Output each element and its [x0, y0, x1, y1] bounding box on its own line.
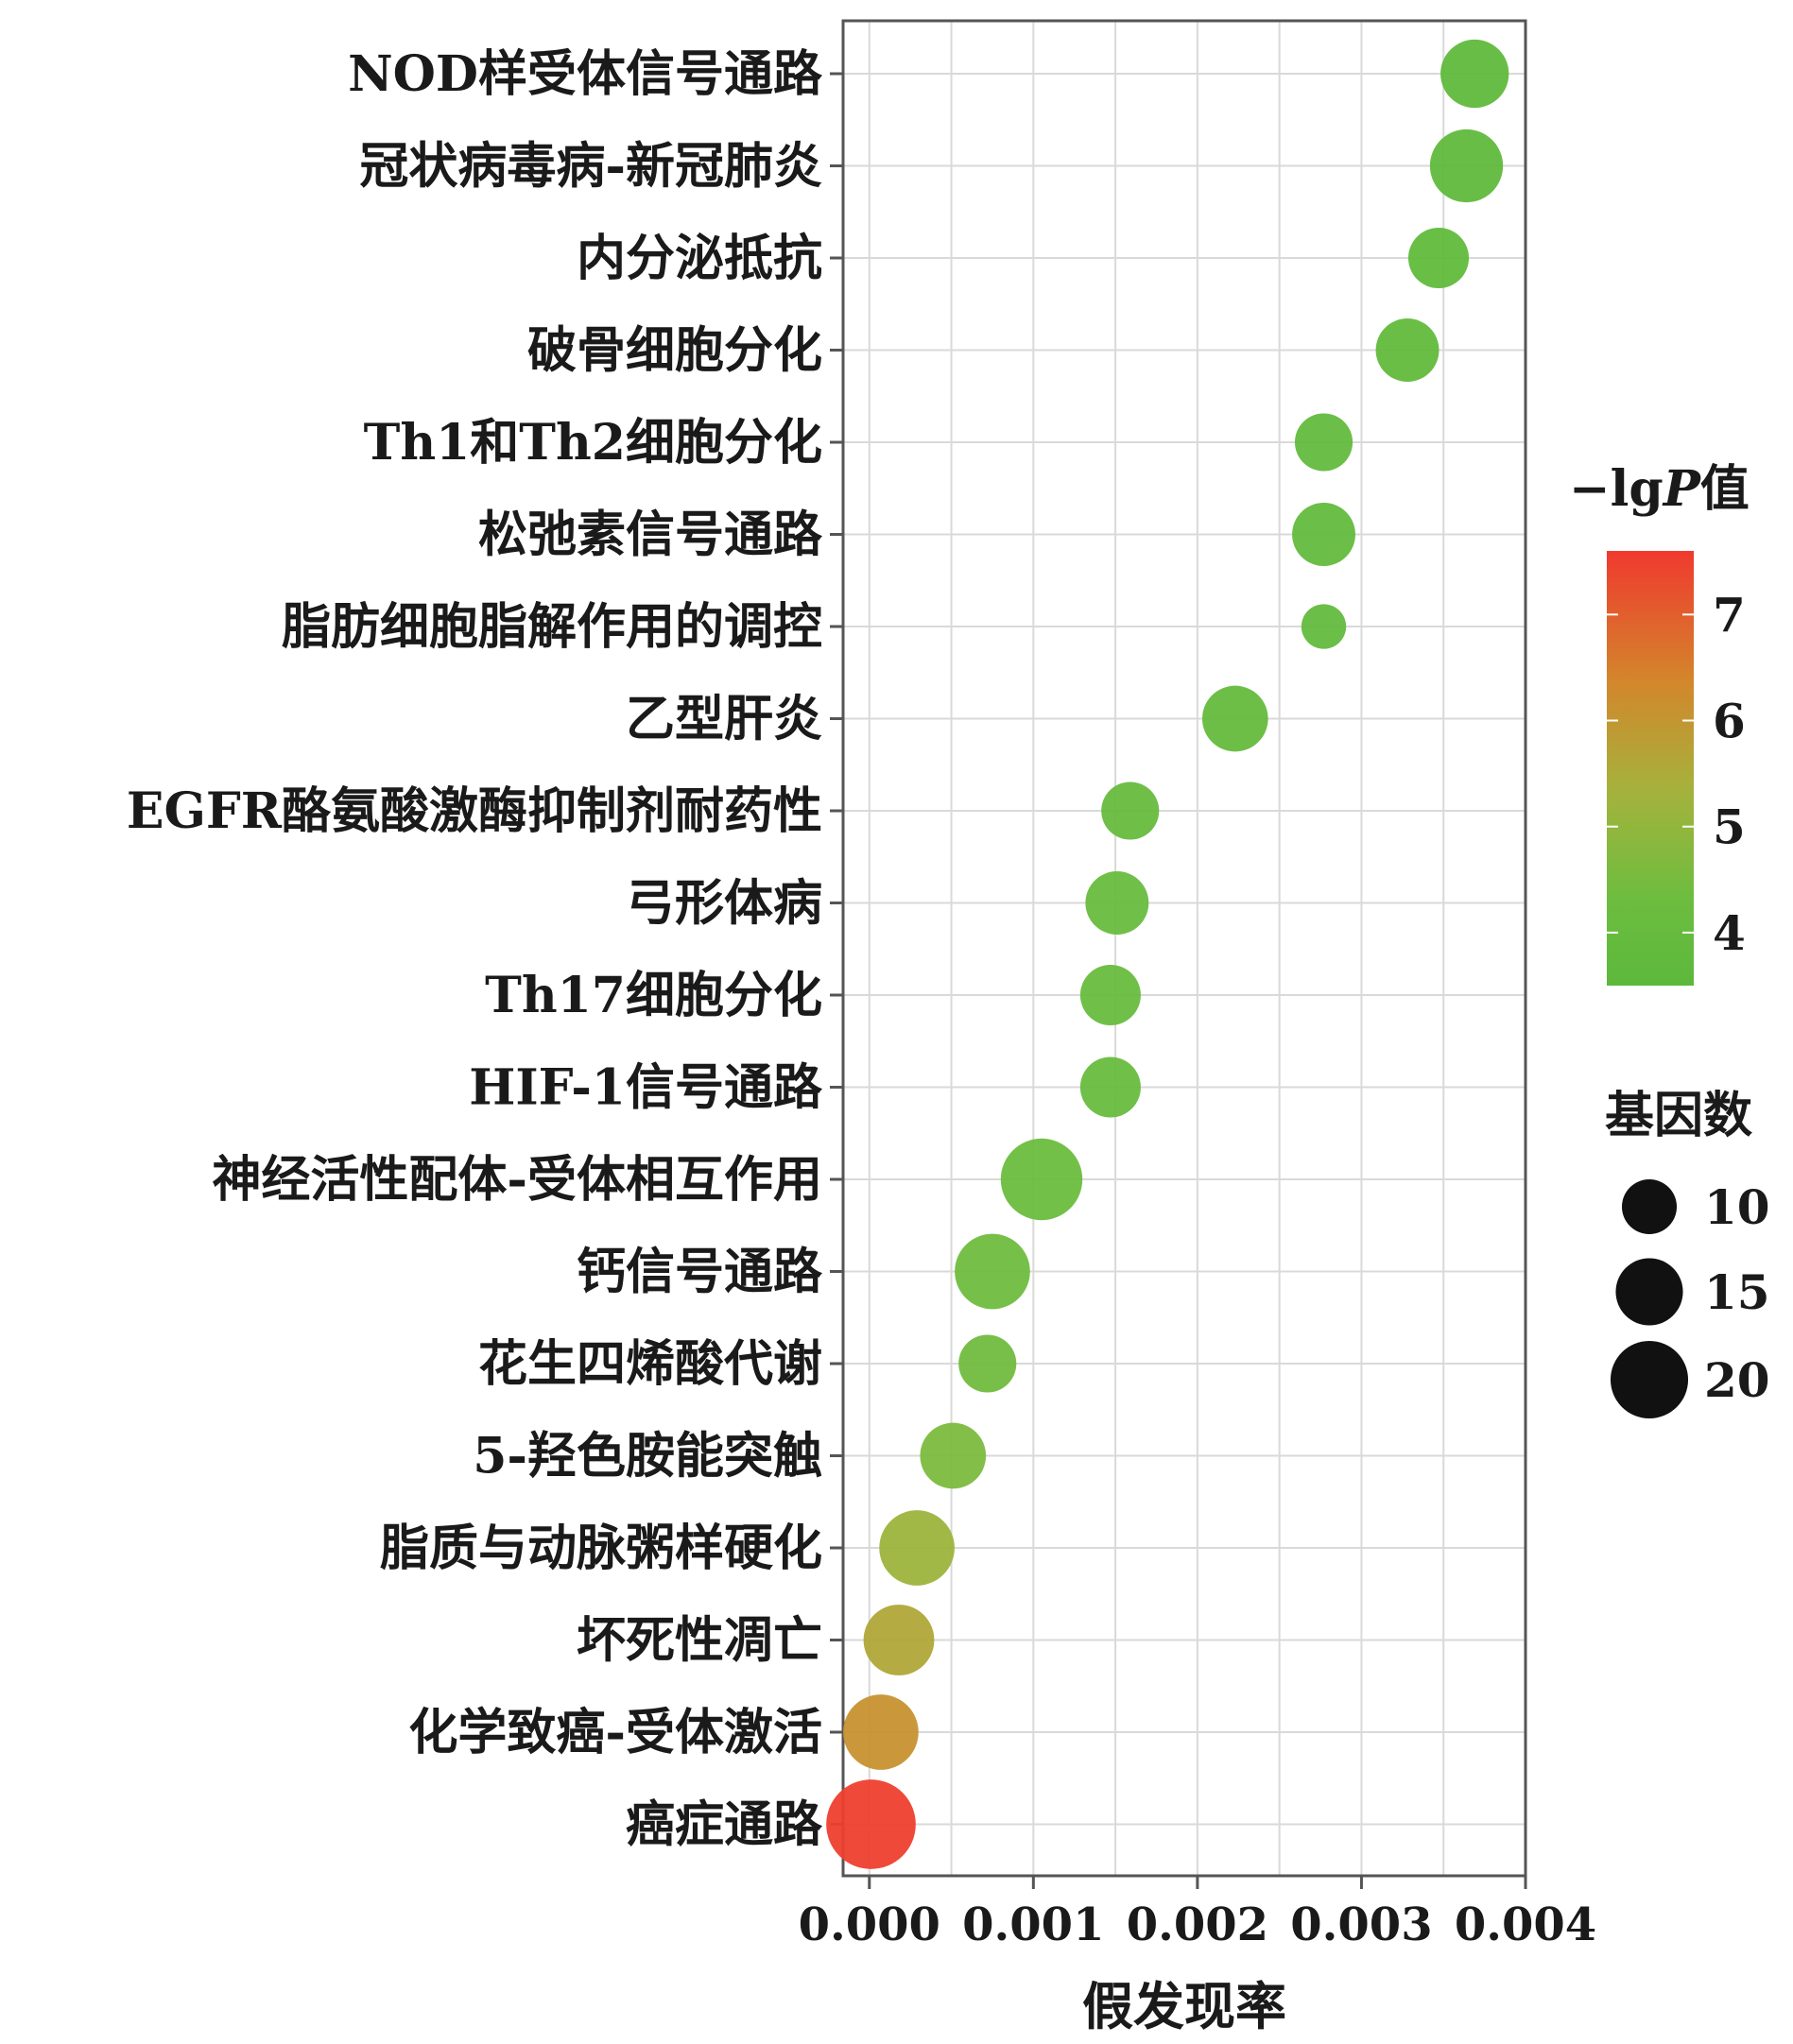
- data-point: [1101, 782, 1160, 840]
- category-label: HIF-1信号通路: [469, 1059, 823, 1117]
- color-legend-title-suffix: 值: [1700, 460, 1750, 518]
- category-label: Th17细胞分化: [485, 967, 822, 1024]
- category-label: 脂质与动脉粥样硬化: [380, 1520, 822, 1577]
- size-legend-dot: [1621, 1178, 1678, 1235]
- data-point: [1079, 1056, 1141, 1118]
- color-legend-title-italic: P: [1662, 460, 1702, 518]
- data-point: [1440, 39, 1509, 109]
- colorbar-tick-label: 4: [1713, 905, 1746, 961]
- size-legend-label: 20: [1704, 1352, 1770, 1408]
- category-label: 乙型肝炎: [626, 691, 822, 748]
- data-point: [1301, 604, 1347, 649]
- size-legend-dot: [1610, 1340, 1689, 1419]
- category-label: 坏死性凋亡: [577, 1612, 822, 1670]
- x-tick-label: 0.002: [1127, 1898, 1268, 1951]
- data-point: [1085, 871, 1149, 935]
- data-point: [879, 1510, 955, 1586]
- category-label: 钙信号通路: [577, 1244, 823, 1301]
- data-point: [1429, 129, 1504, 203]
- data-point: [843, 1694, 919, 1770]
- plot-panel: [843, 21, 1526, 1876]
- colorbar-tick-label: 5: [1713, 799, 1746, 855]
- category-label: 癌症通路: [626, 1796, 823, 1854]
- category-label: 化学致癌-受体激活: [408, 1704, 822, 1761]
- category-label: 5-羟色胺能突触: [473, 1428, 822, 1486]
- plot-border: [841, 19, 1527, 1878]
- x-tick-label: 0.001: [962, 1898, 1104, 1951]
- data-point: [955, 1233, 1030, 1310]
- data-point: [920, 1422, 987, 1489]
- category-label: 冠状病毒病-新冠肺炎: [359, 138, 822, 196]
- color-legend-title-prefix: −lg: [1569, 460, 1664, 518]
- colorbar-tick-label: 7: [1713, 587, 1746, 643]
- data-point: [826, 1779, 916, 1869]
- category-label: EGFR酪氨酸激酶抑制剂耐药性: [127, 782, 822, 840]
- data-point: [1000, 1138, 1083, 1221]
- category-label: 弓形体病: [626, 875, 822, 933]
- data-point: [1375, 318, 1440, 382]
- size-legend-label: 15: [1704, 1264, 1770, 1320]
- category-label: 内分泌抵抗: [577, 230, 822, 287]
- category-label: 花生四烯酸代谢: [478, 1335, 822, 1393]
- data-point: [1292, 503, 1355, 566]
- x-axis-title: 假发现率: [1082, 1976, 1286, 2036]
- category-label: NOD样受体信号通路: [348, 45, 823, 103]
- data-point: [1079, 964, 1141, 1026]
- category-label: 破骨细胞分化: [527, 322, 822, 380]
- x-tick-label: 0.000: [799, 1898, 940, 1951]
- category-label: 神经活性配体-受体相互作用: [212, 1151, 822, 1209]
- size-legend-title: 基因数: [1605, 1087, 1752, 1144]
- data-point: [1407, 227, 1470, 289]
- colorbar: [1607, 551, 1694, 986]
- category-label: 松弛素信号通路: [478, 507, 823, 564]
- size-legend-dot: [1615, 1258, 1683, 1326]
- category-label: Th1和Th2细胞分化: [364, 414, 822, 472]
- data-point: [863, 1605, 935, 1675]
- x-tick-label: 0.003: [1290, 1898, 1432, 1951]
- data-point: [1201, 685, 1268, 752]
- category-label: 脂肪细胞脂解作用的调控: [282, 598, 822, 656]
- color-legend-title: −lgP值: [1569, 460, 1750, 518]
- x-tick-label: 0.004: [1455, 1898, 1596, 1951]
- data-point: [1294, 413, 1353, 472]
- colorbar-tick-label: 6: [1713, 694, 1746, 749]
- size-legend-label: 10: [1704, 1179, 1770, 1235]
- data-point: [958, 1334, 1017, 1393]
